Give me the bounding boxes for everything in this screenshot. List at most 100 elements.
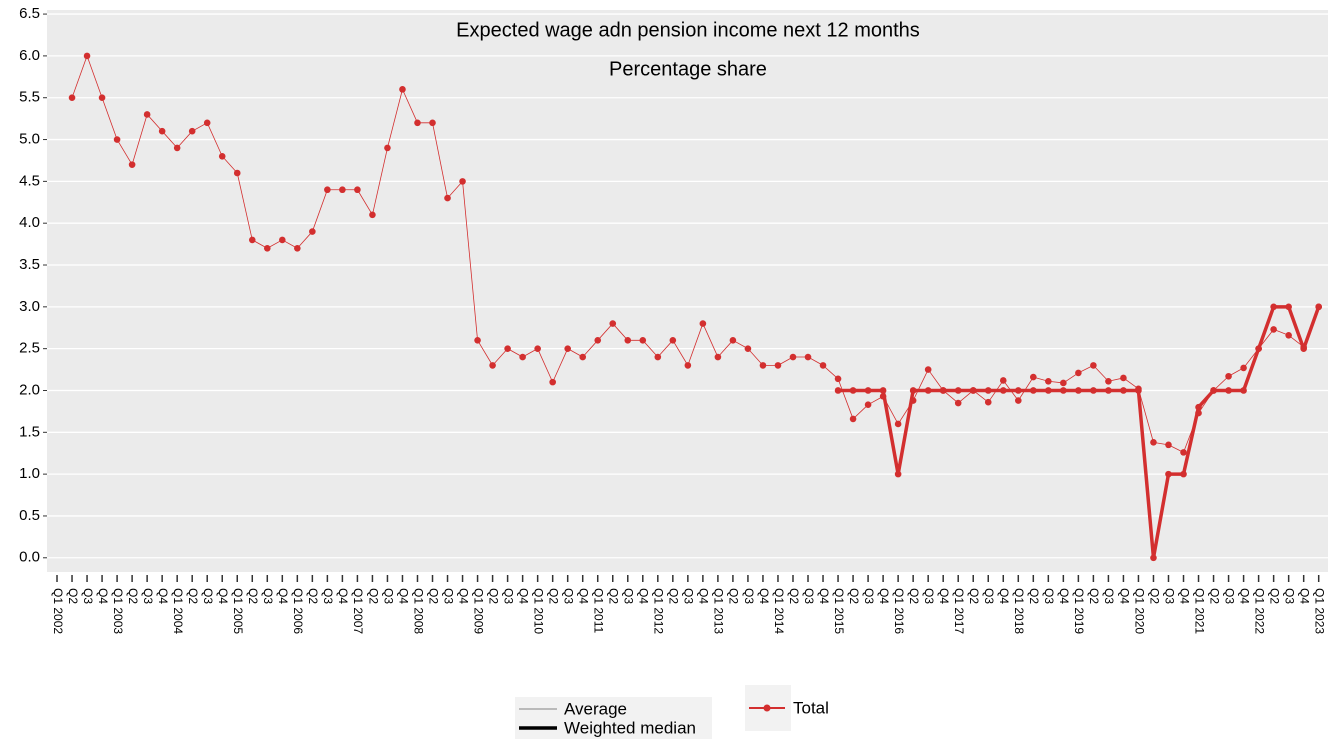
data-point: [759, 362, 767, 369]
x-tick-label: Q2: [1027, 588, 1041, 604]
x-tick-label: Q1 2009: [471, 588, 485, 634]
data-point: [113, 136, 121, 143]
x-tick-label: Q3: [141, 588, 155, 604]
x-tick-label: Q1 2020: [1132, 588, 1146, 634]
data-point: [429, 119, 436, 127]
x-tick-label: Q3: [682, 588, 696, 604]
x-tick-label: Q1 2017: [952, 588, 966, 634]
data-point: [1030, 387, 1037, 394]
data-point: [849, 415, 857, 423]
data-point: [68, 94, 76, 102]
x-tick-label: Q3: [441, 588, 455, 604]
data-point: [879, 393, 887, 400]
x-tick-label: Q2: [847, 588, 861, 604]
data-point: [924, 366, 932, 373]
x-tick-label: Q2: [126, 588, 140, 604]
data-point: [1014, 387, 1022, 394]
x-tick-label: Q3: [862, 588, 876, 604]
data-point: [369, 211, 376, 219]
data-point: [1120, 374, 1127, 382]
x-tick-label: Q4: [516, 588, 530, 604]
y-tick-label: 0.5: [19, 507, 40, 524]
data-point: [909, 397, 917, 404]
data-point: [984, 387, 992, 394]
data-point: [639, 336, 647, 344]
data-point: [444, 194, 451, 202]
x-tick-label: Q1 2019: [1072, 588, 1086, 634]
data-point: [984, 398, 992, 406]
data-point: [279, 236, 286, 244]
x-tick-label: Q1 2018: [1012, 588, 1026, 634]
x-tick-label: Q3: [562, 588, 576, 604]
x-tick-label: Q4: [937, 588, 951, 604]
x-tick-label: Q4: [1117, 588, 1131, 604]
data-point: [294, 244, 301, 252]
data-point: [354, 186, 361, 194]
data-point: [1195, 409, 1202, 417]
data-point: [609, 320, 617, 327]
x-tick-label: Q3: [201, 588, 215, 604]
x-tick-label: Q3: [622, 588, 636, 604]
x-tick-label: Q4: [1297, 588, 1311, 604]
x-tick-label: Q4: [877, 588, 891, 604]
data-point: [1315, 303, 1322, 311]
x-tick-label: Q2: [1267, 588, 1281, 604]
data-point: [549, 378, 556, 386]
legend-label: Average: [564, 699, 627, 718]
x-tick-label: Q2: [1087, 588, 1101, 604]
data-point: [1150, 554, 1157, 562]
data-point: [804, 353, 812, 361]
x-tick-label: Q4: [1057, 588, 1071, 604]
y-tick-label: 5.0: [19, 131, 40, 148]
data-point: [594, 336, 602, 344]
data-point: [969, 387, 977, 394]
data-point: [579, 353, 587, 361]
y-tick-label: 4.5: [19, 172, 40, 189]
data-point: [1150, 439, 1157, 446]
data-point: [1210, 387, 1217, 394]
data-point: [864, 401, 872, 409]
x-tick-label: Q1 2003: [111, 588, 125, 634]
y-tick-label: 6.5: [19, 5, 40, 22]
x-tick-label: Q4: [216, 588, 230, 604]
data-point: [1165, 470, 1172, 478]
x-tick-label: Q4: [697, 588, 711, 604]
data-point: [143, 111, 151, 118]
data-point: [98, 94, 106, 102]
data-point: [1120, 387, 1127, 394]
data-point: [1225, 372, 1232, 380]
data-point: [744, 345, 752, 352]
data-point: [519, 353, 526, 361]
data-point: [233, 169, 241, 177]
data-point: [654, 353, 662, 361]
legend-key: [763, 704, 771, 712]
data-point: [1090, 362, 1097, 369]
x-tick-label: Q1 2005: [231, 588, 245, 634]
x-tick-label: Q2: [967, 588, 981, 604]
data-point: [248, 236, 256, 244]
y-tick-label: 4.0: [19, 214, 40, 231]
data-point: [173, 144, 181, 152]
data-point: [1045, 377, 1052, 385]
x-tick-label: Q3: [742, 588, 756, 604]
x-tick-label: Q4: [156, 588, 170, 604]
data-point: [158, 127, 166, 135]
x-tick-label: Q4: [757, 588, 771, 604]
data-point: [1014, 397, 1022, 404]
x-tick-label: Q1 2011: [592, 588, 606, 633]
data-point: [789, 353, 797, 361]
data-point: [1030, 373, 1037, 381]
x-tick-label: Q4: [336, 588, 350, 604]
data-point: [1090, 387, 1097, 394]
x-tick-label: Q4: [96, 588, 110, 604]
x-tick-label: Q4: [577, 588, 591, 604]
data-point: [669, 336, 677, 344]
data-point: [1240, 364, 1247, 372]
x-tick-label: Q1 2004: [171, 588, 185, 634]
x-tick-label: Q3: [381, 588, 395, 604]
x-tick-label: Q1 2015: [832, 588, 846, 634]
data-point: [1075, 387, 1082, 394]
x-tick-label: Q3: [501, 588, 515, 604]
y-tick-label: 3.0: [19, 298, 40, 315]
data-point: [1195, 403, 1202, 411]
